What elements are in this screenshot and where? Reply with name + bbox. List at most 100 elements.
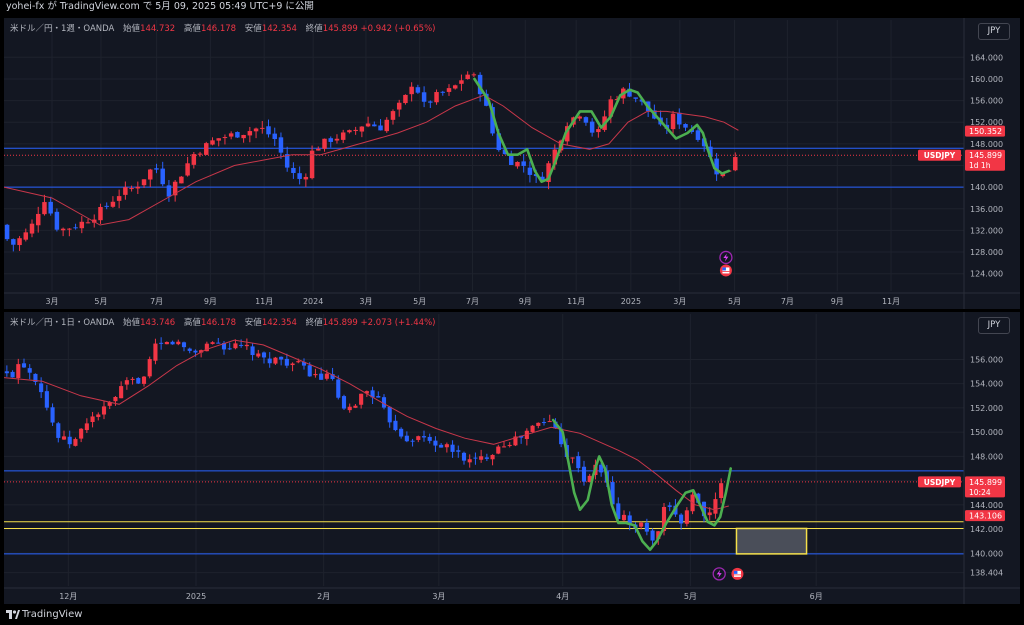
candle-body xyxy=(90,416,95,422)
candle xyxy=(147,356,152,379)
candle xyxy=(565,122,570,146)
weekly-open-value: 144.732 xyxy=(140,24,176,34)
candle xyxy=(216,138,221,147)
candle xyxy=(610,476,615,506)
candle-body xyxy=(170,341,175,345)
time-axis[interactable]: 12月 2025 2月 3月 4月 5月 6月 xyxy=(4,587,1020,601)
time-tick-label: 3月 xyxy=(45,297,58,306)
candle xyxy=(547,414,552,423)
drawn-curve[interactable] xyxy=(473,77,731,183)
candle xyxy=(154,163,159,174)
candle xyxy=(85,218,91,224)
moving-average-line[interactable] xyxy=(4,339,729,511)
drawn-curve[interactable] xyxy=(551,418,733,551)
candle xyxy=(199,349,204,358)
candle-body xyxy=(54,211,60,230)
candle xyxy=(297,166,302,185)
lightning-event-icon[interactable] xyxy=(719,250,733,265)
candle-body xyxy=(116,196,122,201)
candle-body xyxy=(559,428,564,445)
candle-body xyxy=(519,435,524,438)
time-axis[interactable]: 3月 5月 7月 9月 11月 2024 3月 5月 7月 9月 11月 2025 3月 5月 7月 9月 11… xyxy=(4,292,1020,306)
price-tick-label: 138.404 xyxy=(970,569,1003,578)
candle xyxy=(119,381,124,399)
daily-close-label: 終値 xyxy=(305,318,323,328)
candle xyxy=(101,400,107,420)
us-flag-event-icon[interactable] xyxy=(731,567,744,580)
candle-body xyxy=(193,350,198,353)
candle xyxy=(639,521,644,530)
candle-body xyxy=(141,179,147,186)
price-label-text: 145.899 xyxy=(969,478,1002,487)
candle-body xyxy=(79,428,84,439)
price-axis[interactable]: 156.000154.000152.000150.000148.000146.0… xyxy=(963,312,1003,604)
candle xyxy=(96,412,101,421)
candle xyxy=(267,352,272,368)
candle-body xyxy=(260,127,265,129)
symbol-badge-text: USDJPY xyxy=(924,478,956,487)
candle-body xyxy=(266,126,271,135)
daily-legend: 米ドル／円・1日・OANDA 始値143.746 高値146.178 安値142… xyxy=(10,316,435,328)
weekly-currency-button[interactable]: JPY xyxy=(978,23,1010,40)
candle-body xyxy=(484,457,489,459)
daily-currency-button[interactable]: JPY xyxy=(978,317,1010,334)
candle-body xyxy=(372,124,377,127)
price-label-box xyxy=(965,149,1005,171)
candle xyxy=(166,180,172,202)
candle xyxy=(410,438,415,447)
price-tick-label: 142.000 xyxy=(970,525,1003,534)
candle-body xyxy=(461,452,467,461)
candle-body xyxy=(444,444,449,448)
candle xyxy=(135,181,141,195)
time-tick-label: 5月 xyxy=(728,297,741,306)
candle xyxy=(309,145,315,180)
candles xyxy=(4,71,738,252)
time-tick-label: 2024 xyxy=(303,297,323,306)
candle-body xyxy=(683,124,688,128)
candle-body xyxy=(164,341,169,345)
candle xyxy=(473,452,478,465)
daily-chart-canvas[interactable]: 156.000154.000152.000150.000148.000146.0… xyxy=(4,312,1020,604)
daily-open-label: 始値 xyxy=(123,318,141,328)
candle-body xyxy=(84,423,89,431)
candle xyxy=(684,507,689,527)
candle xyxy=(123,181,128,200)
price-tick-label: 150.000 xyxy=(970,428,1003,437)
candle-body xyxy=(284,154,290,168)
candle xyxy=(714,152,719,181)
time-tick-label: 7月 xyxy=(466,297,479,306)
daily-change-value: +2.073 (+1.44%) xyxy=(360,318,436,328)
weekly-chart-pane[interactable]: 164.000160.000156.000152.000148.000144.0… xyxy=(4,18,1020,309)
daily-chart-pane[interactable]: 156.000154.000152.000150.000148.000146.0… xyxy=(4,312,1020,604)
us-flag-event-icon[interactable] xyxy=(719,264,732,277)
target-zone-box[interactable] xyxy=(735,527,808,555)
lightning-event-icon[interactable] xyxy=(712,567,726,581)
candle-body xyxy=(565,126,570,142)
candle-body xyxy=(228,133,234,137)
time-tick-label: 3月 xyxy=(432,592,445,601)
candle xyxy=(679,513,684,530)
candle xyxy=(415,84,421,94)
moving-average-line[interactable] xyxy=(4,94,739,226)
candle-body xyxy=(21,363,27,368)
weekly-chart-canvas[interactable]: 164.000160.000156.000152.000148.000144.0… xyxy=(4,18,1020,309)
candle xyxy=(35,206,41,233)
candle xyxy=(587,473,592,483)
candle-body xyxy=(284,358,289,366)
symbol-badge-text: USDJPY xyxy=(924,151,956,160)
candle-body xyxy=(396,102,402,110)
candle-body xyxy=(621,514,627,521)
candle xyxy=(17,236,22,251)
candle xyxy=(272,127,277,146)
price-tick-label: 154.000 xyxy=(970,380,1003,389)
candle xyxy=(39,377,44,399)
candle-body xyxy=(540,176,545,182)
candle xyxy=(490,454,495,466)
candle xyxy=(390,109,396,125)
candle xyxy=(334,134,340,144)
candle-body xyxy=(204,343,209,352)
candle-body xyxy=(701,501,707,517)
candle xyxy=(92,214,97,228)
candle xyxy=(247,126,253,143)
candle-body xyxy=(11,239,16,245)
